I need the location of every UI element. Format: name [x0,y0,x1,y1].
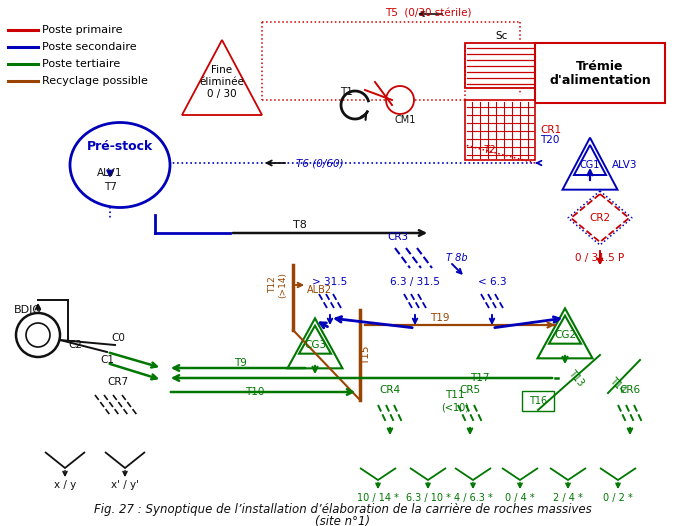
Text: Poste secondaire: Poste secondaire [42,42,137,52]
Text: T17: T17 [470,373,490,383]
Text: Fine: Fine [211,65,233,75]
FancyBboxPatch shape [465,43,535,88]
Text: (<10): (<10) [441,402,469,412]
Text: CR5: CR5 [460,385,481,395]
Text: 0 / 31.5 P: 0 / 31.5 P [576,253,625,263]
Circle shape [386,86,414,114]
Text: 0 / 4 *: 0 / 4 * [505,493,535,503]
Text: éliminée: éliminée [200,77,244,87]
Text: CG1: CG1 [580,160,600,170]
Text: > 31.5: > 31.5 [312,277,348,287]
Text: T10: T10 [246,387,265,397]
Text: Poste primaire: Poste primaire [42,25,123,35]
Text: T1: T1 [340,87,353,97]
Text: Pré-stock: Pré-stock [87,140,153,154]
Text: C2: C2 [68,340,82,350]
Text: 0 / 30: 0 / 30 [207,89,237,99]
Polygon shape [563,138,617,190]
Text: ALB2: ALB2 [307,285,332,295]
Text: T2: T2 [484,145,496,155]
Ellipse shape [70,123,170,207]
Text: (site n°1): (site n°1) [316,514,370,526]
Text: Fig. 27 : Synoptique de l’installation d’élaboration de la carrière de roches ma: Fig. 27 : Synoptique de l’installation d… [94,503,592,517]
Text: CR6: CR6 [619,385,641,395]
Text: CG2: CG2 [554,330,576,340]
Text: 6.3 / 10 *: 6.3 / 10 * [405,493,451,503]
Text: T15: T15 [361,345,371,365]
Text: T16: T16 [529,396,547,406]
Text: < 6.3: < 6.3 [477,277,506,287]
Text: x' / y': x' / y' [111,480,139,490]
Text: CR2: CR2 [589,213,611,223]
FancyBboxPatch shape [535,43,665,103]
Text: CG3: CG3 [304,340,326,350]
Text: Trémie: Trémie [576,59,624,73]
Text: 10 / 14 *: 10 / 14 * [357,493,399,503]
Text: 6.3 / 31.5: 6.3 / 31.5 [390,277,440,287]
Polygon shape [182,40,262,115]
Text: T 8b: T 8b [446,253,468,263]
Text: T11: T11 [445,390,464,400]
Text: CM1: CM1 [394,115,416,125]
Text: Poste tertiaire: Poste tertiaire [42,59,120,69]
Polygon shape [538,308,593,358]
Text: CR1: CR1 [540,125,561,135]
Text: Sc: Sc [495,31,508,41]
Text: d'alimentation: d'alimentation [549,75,651,87]
Polygon shape [571,194,629,242]
Circle shape [16,313,60,357]
FancyBboxPatch shape [522,391,554,411]
Polygon shape [574,145,606,175]
Text: 0 / 2 *: 0 / 2 * [603,493,633,503]
Text: CR7: CR7 [108,377,128,387]
Text: T7: T7 [104,182,117,192]
Text: ALV3: ALV3 [612,160,638,170]
Text: CR4: CR4 [379,385,401,395]
Text: CR3: CR3 [388,232,409,242]
Text: T12
(>14): T12 (>14) [268,272,287,298]
FancyBboxPatch shape [465,100,535,160]
Text: BDIO: BDIO [14,305,42,315]
Text: T20: T20 [541,135,560,145]
Text: C0: C0 [111,333,125,343]
Text: 4 / 6.3 *: 4 / 6.3 * [453,493,493,503]
Text: T5  (0/30 stérile): T5 (0/30 stérile) [385,9,471,19]
Text: Recyclage possible: Recyclage possible [42,76,148,86]
Text: 2 / 4 *: 2 / 4 * [553,493,583,503]
Text: ALV1: ALV1 [97,168,123,178]
Polygon shape [287,318,342,368]
Text: T19: T19 [430,313,450,323]
Text: T9: T9 [233,358,246,368]
Polygon shape [549,316,581,343]
Text: T13: T13 [567,368,586,388]
Text: T14: T14 [608,375,628,395]
Text: C1: C1 [100,355,114,365]
Polygon shape [299,326,331,353]
Text: T6 (0/60): T6 (0/60) [296,158,344,168]
Circle shape [26,323,50,347]
Text: x / y: x / y [54,480,76,490]
Text: T8: T8 [293,220,307,230]
